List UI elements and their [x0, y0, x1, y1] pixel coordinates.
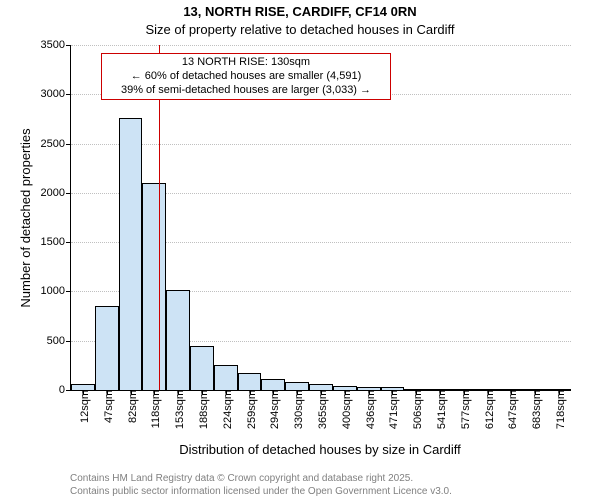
xtick-label: 506sqm: [408, 390, 424, 429]
xtick-label: 224sqm: [218, 390, 234, 429]
ytick-label: 1000: [41, 285, 71, 297]
xtick-label: 647sqm: [503, 390, 519, 429]
chart-title: 13, NORTH RISE, CARDIFF, CF14 0RN: [0, 4, 600, 19]
gridline: [71, 144, 571, 145]
xtick-label: 471sqm: [384, 390, 400, 429]
ytick-label: 2000: [41, 187, 71, 199]
bar: [238, 373, 262, 390]
bar: [142, 183, 166, 390]
xtick-label: 188sqm: [194, 390, 210, 429]
ytick-label: 1500: [41, 236, 71, 248]
ytick-label: 2500: [41, 138, 71, 150]
xtick-label: 153sqm: [170, 390, 186, 429]
xtick-label: 436sqm: [361, 390, 377, 429]
annotation-line-2: ← 60% of detached houses are smaller (4,…: [106, 70, 386, 84]
xtick-label: 330sqm: [289, 390, 305, 429]
bar: [190, 346, 214, 390]
xtick-label: 82sqm: [123, 390, 139, 423]
caption-line-1: Contains HM Land Registry data © Crown c…: [70, 472, 452, 485]
gridline: [71, 45, 571, 46]
chart-subtitle: Size of property relative to detached ho…: [0, 22, 600, 37]
annotation-line-1: 13 NORTH RISE: 130sqm: [106, 56, 386, 70]
xtick-label: 612sqm: [480, 390, 496, 429]
ytick-label: 3500: [41, 39, 71, 51]
bar: [166, 290, 190, 390]
caption-line-2: Contains public sector information licen…: [70, 485, 452, 498]
xtick-label: 541sqm: [432, 390, 448, 429]
bar: [214, 365, 238, 390]
bar: [119, 118, 143, 390]
bar: [261, 379, 285, 390]
xtick-label: 294sqm: [265, 390, 281, 429]
yaxis-label: Number of detached properties: [18, 128, 33, 307]
plot-area: 050010001500200025003000350012sqm47sqm82…: [70, 45, 571, 391]
ytick-label: 500: [47, 335, 71, 347]
xaxis-label: Distribution of detached houses by size …: [70, 442, 570, 457]
xtick-label: 47sqm: [99, 390, 115, 423]
xtick-label: 400sqm: [337, 390, 353, 429]
xtick-label: 683sqm: [527, 390, 543, 429]
xtick-label: 259sqm: [242, 390, 258, 429]
xtick-label: 365sqm: [313, 390, 329, 429]
chart-container: 13, NORTH RISE, CARDIFF, CF14 0RN Size o…: [0, 0, 600, 500]
xtick-label: 12sqm: [75, 390, 91, 423]
annotation-line-3: 39% of semi-detached houses are larger (…: [106, 84, 386, 98]
bar: [95, 306, 119, 390]
ytick-label: 3000: [41, 88, 71, 100]
bar: [285, 382, 309, 390]
caption: Contains HM Land Registry data © Crown c…: [70, 472, 452, 498]
xtick-label: 718sqm: [551, 390, 567, 429]
xtick-label: 118sqm: [146, 390, 162, 428]
xtick-label: 577sqm: [456, 390, 472, 429]
annotation-box: 13 NORTH RISE: 130sqm ← 60% of detached …: [101, 53, 391, 100]
ytick-label: 0: [59, 384, 71, 396]
